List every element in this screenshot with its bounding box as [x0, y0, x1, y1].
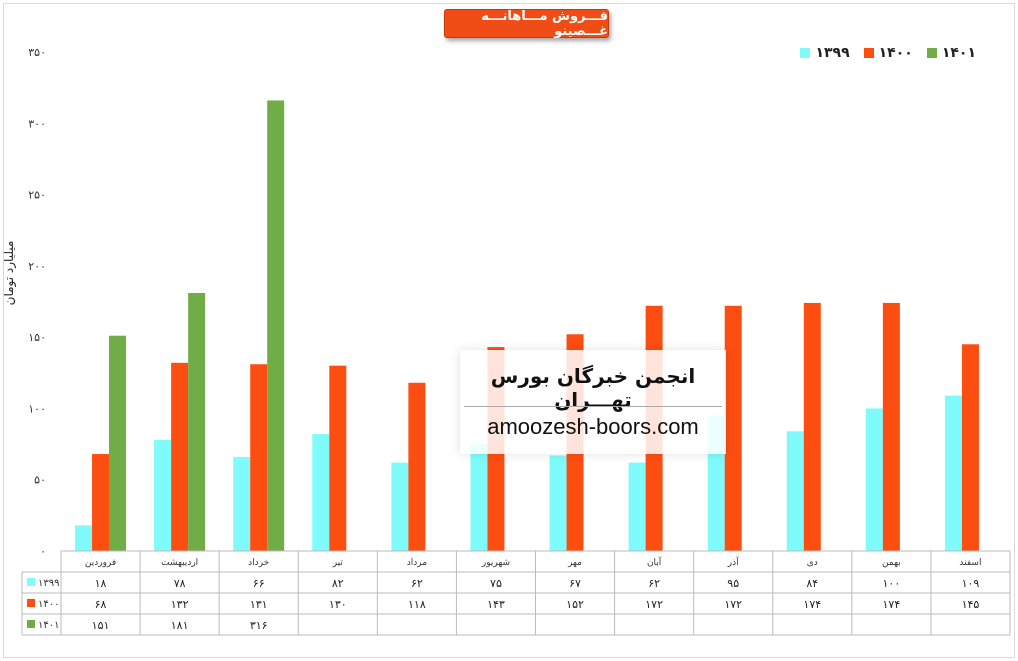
bar: [724, 305, 742, 551]
watermark-text-en: amoozesh-boors.com: [487, 414, 699, 439]
category-label: اسفند: [959, 558, 981, 568]
category-label: تیر: [332, 558, 344, 568]
y-tick-label: ۱۰۰: [28, 402, 46, 415]
bar: [882, 302, 900, 551]
legend-swatch-1399: [800, 48, 811, 58]
y-tick-label: ۲۰۰: [28, 260, 46, 273]
category-label: اردیبهشت: [161, 558, 198, 568]
chart-title: فـــروش مـــاهانـــه غـــصینو: [444, 9, 609, 39]
bar: [803, 302, 821, 551]
y-tick-label: ۰: [40, 545, 46, 558]
y-tick-label: ۲۵۰: [28, 189, 46, 202]
table-value-label: ۱۷۴: [883, 598, 901, 611]
table-series-label: ۱۴۰۰: [38, 599, 59, 610]
table-value-label: ۱۰۰: [883, 577, 901, 590]
watermark: انجمن خبرگان بورس تهـــران amoozesh-boor…: [460, 350, 726, 454]
legend-item-1401: ۱۴۰۱: [926, 45, 976, 61]
bar: [233, 456, 251, 551]
table-value-label: ۱۷۲: [724, 598, 742, 611]
table-value-label: ۱۳۰: [329, 598, 347, 611]
table-value-label: ۱۸: [95, 577, 107, 590]
table-value-label: ۱۷۲: [645, 598, 663, 611]
table-value-label: ۶۲: [411, 577, 423, 590]
bar: [391, 462, 409, 551]
table-value-label: ۸۲: [332, 577, 344, 590]
table-value-label: ۸۴: [806, 577, 818, 590]
bar: [329, 365, 347, 551]
bar: [549, 455, 567, 551]
table-value-label: ۹۵: [727, 577, 739, 590]
table-value-label: ۱۷۴: [803, 598, 821, 611]
legend-swatch-1401: [926, 48, 937, 58]
table-value-label: ۱۱۸: [408, 598, 426, 611]
y-tick-label: ۱۵۰: [28, 331, 46, 344]
legend: ۱۳۹۹ ۱۴۰۰ ۱۴۰۱: [800, 45, 976, 61]
legend-item-1399: ۱۳۹۹: [800, 45, 850, 61]
table-value-label: ۱۵۱: [92, 619, 110, 632]
legend-label-1401: ۱۴۰۱: [941, 45, 976, 61]
table-value-label: ۶۲: [648, 577, 660, 590]
table-series-label: ۱۴۰۱: [38, 620, 59, 631]
table-value-label: ۱۵۲: [566, 598, 584, 611]
table-legend-swatch: [27, 578, 35, 586]
bar: [171, 362, 189, 551]
table-value-label: ۷۵: [490, 577, 502, 590]
legend-label-1399: ۱۳۹۹: [815, 45, 850, 61]
y-tick-label: ۳۵۰: [28, 46, 46, 59]
category-label: بهمن: [882, 558, 901, 568]
table-value-label: ۱۸۱: [171, 619, 189, 632]
bar: [961, 344, 979, 551]
bar: [154, 439, 172, 551]
table-value-label: ۷۸: [174, 577, 186, 590]
legend-swatch-1400: [863, 48, 874, 58]
bar: [408, 382, 426, 551]
bar: [267, 100, 285, 551]
y-tick-label: ۵۰: [34, 474, 46, 487]
category-label: دی: [807, 558, 818, 568]
bar: [188, 292, 206, 551]
table-value-label: ۶۸: [95, 598, 107, 611]
legend-item-1400: ۱۴۰۰: [863, 45, 913, 61]
bar: [250, 364, 268, 551]
category-label: خرداد: [248, 558, 269, 568]
category-label: آذر: [727, 556, 739, 568]
table-value-label: ۱۳۲: [171, 598, 189, 611]
table-legend-swatch: [27, 620, 35, 628]
bar: [92, 454, 110, 551]
watermark-divider: [464, 406, 722, 407]
table-value-label: ۳۱۶: [250, 619, 268, 632]
bar: [628, 462, 646, 551]
table-value-label: ۶۶: [253, 577, 265, 590]
table-series-label: ۱۳۹۹: [38, 578, 59, 589]
bar: [312, 434, 330, 551]
y-tick-label: ۳۰۰: [28, 117, 46, 130]
category-label: آبان: [647, 556, 662, 568]
bar: [109, 335, 127, 551]
table-value-label: ۱۴۵: [962, 598, 980, 611]
watermark-text-fa: انجمن خبرگان بورس تهـــران: [490, 364, 696, 412]
table-value-label: ۶۷: [569, 577, 581, 590]
category-label: مهر: [567, 558, 582, 568]
chart-frame: [3, 3, 1015, 658]
bar: [75, 525, 93, 551]
bar: [786, 431, 804, 551]
bar: [865, 408, 883, 551]
bar: [470, 444, 488, 551]
category-label: فروردین: [85, 558, 116, 568]
category-label: شهریور: [481, 558, 510, 568]
table-value-label: ۱۳۱: [250, 598, 268, 611]
bar: [944, 395, 962, 551]
category-label: مرداد: [407, 558, 427, 568]
table-value-label: ۱۴۳: [487, 598, 505, 611]
table-legend-swatch: [27, 599, 35, 607]
table-value-label: ۱۰۹: [962, 577, 980, 590]
legend-label-1400: ۱۴۰۰: [878, 45, 913, 61]
